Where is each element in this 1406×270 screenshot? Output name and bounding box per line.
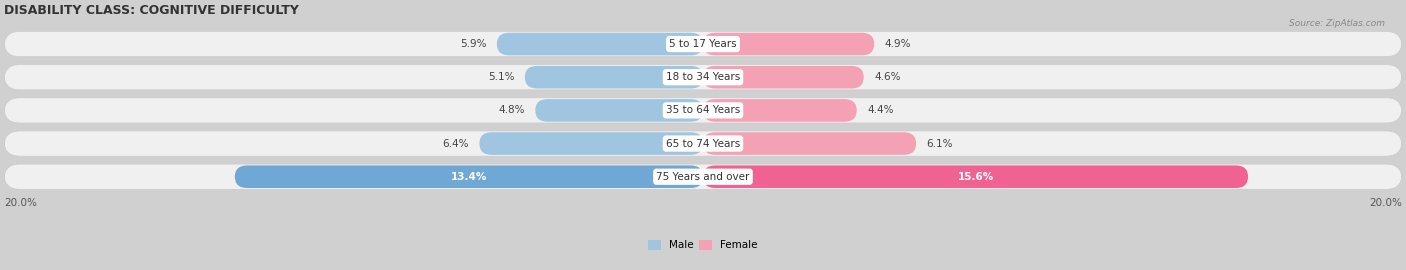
FancyBboxPatch shape — [4, 65, 1402, 90]
Text: 5.9%: 5.9% — [460, 39, 486, 49]
Text: 15.6%: 15.6% — [957, 172, 994, 182]
Text: 65 to 74 Years: 65 to 74 Years — [666, 139, 740, 148]
FancyBboxPatch shape — [4, 31, 1402, 57]
FancyBboxPatch shape — [4, 164, 1402, 189]
FancyBboxPatch shape — [4, 131, 1402, 156]
Text: DISABILITY CLASS: COGNITIVE DIFFICULTY: DISABILITY CLASS: COGNITIVE DIFFICULTY — [4, 4, 299, 17]
Text: 18 to 34 Years: 18 to 34 Years — [666, 72, 740, 82]
Text: 20.0%: 20.0% — [1369, 198, 1402, 208]
Text: 75 Years and over: 75 Years and over — [657, 172, 749, 182]
FancyBboxPatch shape — [703, 99, 856, 122]
FancyBboxPatch shape — [479, 132, 703, 155]
Legend: Male, Female: Male, Female — [644, 235, 762, 255]
Text: 4.6%: 4.6% — [875, 72, 901, 82]
FancyBboxPatch shape — [4, 98, 1402, 123]
Text: 35 to 64 Years: 35 to 64 Years — [666, 105, 740, 115]
Text: 6.4%: 6.4% — [443, 139, 468, 148]
Text: 6.1%: 6.1% — [927, 139, 953, 148]
FancyBboxPatch shape — [496, 33, 703, 55]
Text: 13.4%: 13.4% — [451, 172, 486, 182]
FancyBboxPatch shape — [703, 166, 1249, 188]
Text: 4.8%: 4.8% — [498, 105, 524, 115]
Text: 4.4%: 4.4% — [868, 105, 894, 115]
Text: 20.0%: 20.0% — [4, 198, 37, 208]
FancyBboxPatch shape — [524, 66, 703, 89]
FancyBboxPatch shape — [703, 33, 875, 55]
Text: 5.1%: 5.1% — [488, 72, 515, 82]
FancyBboxPatch shape — [536, 99, 703, 122]
Text: Source: ZipAtlas.com: Source: ZipAtlas.com — [1289, 19, 1385, 28]
FancyBboxPatch shape — [235, 166, 703, 188]
FancyBboxPatch shape — [703, 66, 863, 89]
Text: 4.9%: 4.9% — [884, 39, 911, 49]
Text: 5 to 17 Years: 5 to 17 Years — [669, 39, 737, 49]
FancyBboxPatch shape — [703, 132, 917, 155]
